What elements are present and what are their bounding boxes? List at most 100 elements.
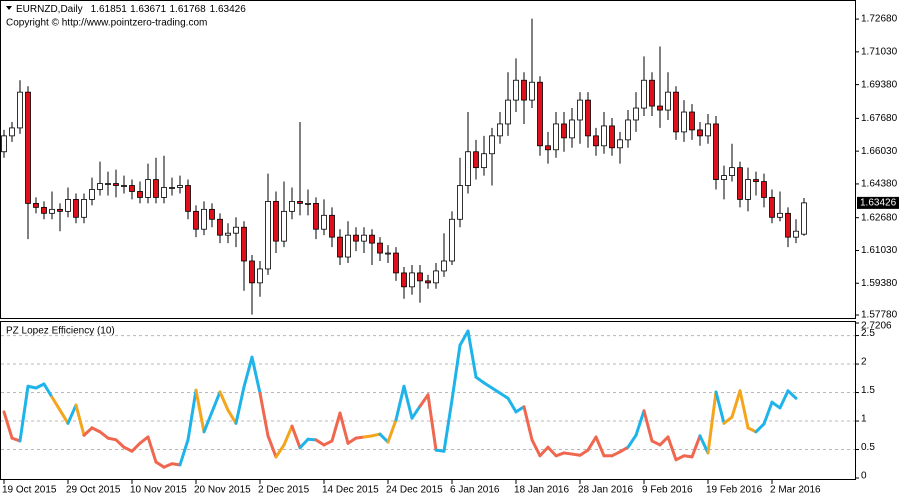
candle-body <box>753 179 759 182</box>
efficiency-segment <box>186 388 198 442</box>
candle-body <box>577 99 583 121</box>
candle-body <box>89 189 95 200</box>
efficiency-segment <box>442 398 454 453</box>
candle-body <box>193 210 199 230</box>
candle-body <box>457 185 463 220</box>
candle-body <box>625 119 631 141</box>
candle-body <box>217 218 223 236</box>
efficiency-segment <box>58 408 70 425</box>
candle-body <box>673 91 679 133</box>
candle-body <box>481 153 487 169</box>
last-price-label: 1.63426 <box>860 198 897 209</box>
candle-body <box>9 127 15 137</box>
efficiency-segment <box>66 403 78 425</box>
efficiency-segment <box>754 422 766 434</box>
efficiency-segment <box>642 409 654 443</box>
efficiency-segment <box>690 434 702 459</box>
efficiency-segment <box>666 435 678 462</box>
efficiency-segment <box>42 382 54 399</box>
candle-body <box>129 185 135 192</box>
efficiency-segment <box>618 445 630 454</box>
candle-body <box>73 199 79 218</box>
candle-body <box>585 99 591 137</box>
candle-body <box>665 91 671 111</box>
candle-body <box>401 272 407 288</box>
candle-body <box>713 123 719 180</box>
y-tick-label: 1.72680 <box>861 14 898 25</box>
efficiency-segment <box>282 424 294 447</box>
efficiency-segment <box>738 389 750 430</box>
candle-body <box>305 202 311 205</box>
efficiency-segment <box>714 390 726 425</box>
y-tick-label: 1.59380 <box>861 278 898 289</box>
candle-body <box>553 123 559 151</box>
candle-body <box>761 181 767 198</box>
y-tick-label: 1.67680 <box>861 113 898 124</box>
efficiency-segment <box>786 389 798 400</box>
candle-body <box>353 234 359 242</box>
candle-body <box>209 208 215 220</box>
efficiency-segment <box>138 435 150 445</box>
candle-body <box>289 201 295 212</box>
efficiency-segment <box>210 390 222 414</box>
efficiency-segment <box>578 448 590 457</box>
efficiency-segment <box>394 384 406 422</box>
candle-body <box>681 111 687 133</box>
candle-body <box>17 91 23 129</box>
candle-body <box>649 79 655 107</box>
candle-body <box>1 135 7 153</box>
candle-body <box>25 91 31 204</box>
y-tick-label: 2 <box>861 357 867 368</box>
efficiency-segment <box>706 390 718 455</box>
efficiency-segment <box>258 391 270 438</box>
efficiency-segment <box>82 426 94 437</box>
y-tick-label: 1.71030 <box>861 46 898 57</box>
efficiency-segment <box>50 395 62 412</box>
y-tick-label: 1.64380 <box>861 179 898 190</box>
efficiency-segment <box>778 389 790 410</box>
efficiency-segment <box>730 389 742 419</box>
candle-body <box>593 135 599 147</box>
candle-body <box>449 218 455 262</box>
candle-body <box>57 208 63 212</box>
candle-body <box>545 145 551 151</box>
candle-body <box>417 272 423 282</box>
efficiency-segment <box>530 438 542 458</box>
efficiency-segment <box>290 424 302 450</box>
efficiency-segment <box>498 391 510 400</box>
copyright: Copyright © http://www.pointzero-trading… <box>6 18 207 29</box>
candle-body <box>769 197 775 218</box>
efficiency-segment <box>698 434 710 455</box>
candle-body <box>617 139 623 149</box>
efficiency-segment <box>474 375 486 385</box>
price-pane <box>0 0 856 319</box>
candle-body <box>233 226 239 234</box>
header-low: 1.61768 <box>169 4 206 15</box>
efficiency-segment <box>378 432 390 444</box>
candle-body <box>785 212 791 238</box>
candle-body <box>801 202 807 235</box>
efficiency-segment <box>314 438 326 447</box>
candle-body <box>81 199 87 218</box>
candle-body <box>97 183 103 190</box>
candle-body <box>721 175 727 180</box>
candle-body <box>33 202 39 208</box>
efficiency-segment <box>250 355 262 395</box>
x-tick-label: 18 Jan 2016 <box>514 485 569 496</box>
efficiency-segment <box>330 411 342 443</box>
y-tick-label: 1.57780 <box>861 310 898 321</box>
collapse-arrow[interactable] <box>6 6 12 10</box>
candle-body <box>657 105 663 111</box>
x-tick-label: 24 Dec 2015 <box>386 485 443 496</box>
candle-body <box>633 107 639 121</box>
candle-body <box>505 99 511 125</box>
efficiency-segment <box>346 436 358 445</box>
y-tick-label: 1.5 <box>861 385 875 396</box>
x-tick-label: 19 Oct 2015 <box>2 485 57 496</box>
efficiency-segment <box>2 410 14 440</box>
efficiency-segment <box>594 435 606 458</box>
efficiency-segment <box>114 438 126 449</box>
candle-body <box>409 272 415 288</box>
efficiency-segment <box>634 409 646 437</box>
